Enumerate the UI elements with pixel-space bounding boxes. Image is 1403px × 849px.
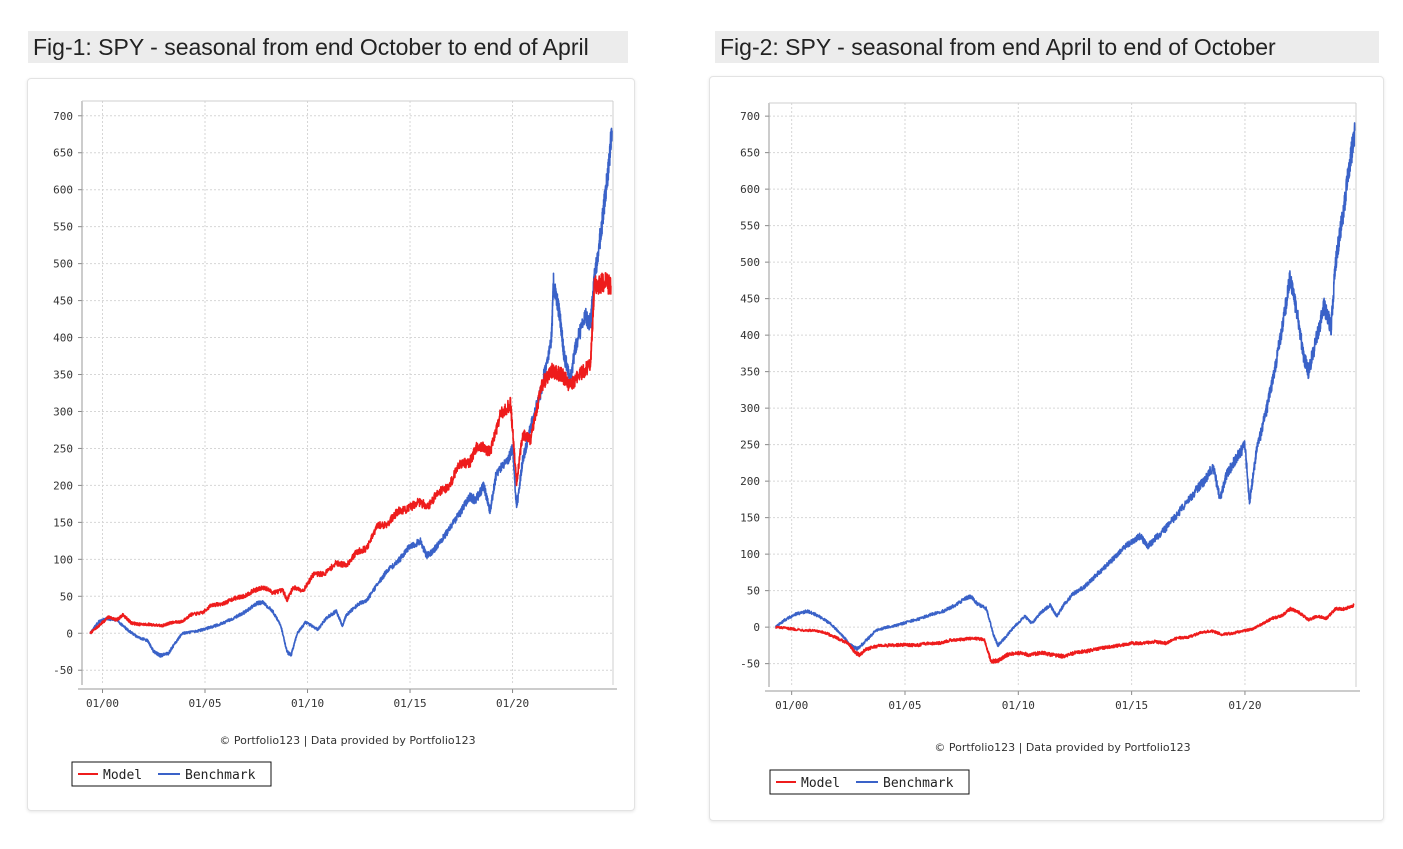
y-tick-label: 550 <box>53 221 73 234</box>
y-tick-label: 600 <box>53 184 73 197</box>
x-tick-label: 01/20 <box>496 697 529 710</box>
y-tick-label: 450 <box>53 295 73 308</box>
y-tick-label: 700 <box>53 110 73 123</box>
plot-area <box>82 101 613 685</box>
y-tick-label: 500 <box>740 256 760 269</box>
y-tick-label: 450 <box>740 293 760 306</box>
x-tick-label: 01/20 <box>1228 699 1261 712</box>
y-tick-label: 700 <box>740 110 760 123</box>
figure-2-card: 700 650 600 550 500 450 400 350 300 250 200 150 100 5… <box>709 76 1384 821</box>
y-tick-label: 250 <box>740 439 760 452</box>
x-tick-label: 01/00 <box>86 697 119 710</box>
x-tick-label: 01/10 <box>291 697 324 710</box>
y-tick-label: 100 <box>53 553 73 566</box>
y-tick-label: 200 <box>740 475 760 488</box>
figure-2-title: Fig-2: SPY - seasonal from end April to … <box>715 31 1379 63</box>
y-tick-label: 650 <box>53 147 73 160</box>
chart-credit: © Portfolio123 | Data provided by Portfo… <box>934 741 1190 754</box>
y-tick-label: 300 <box>740 402 760 415</box>
legend-label-model: Model <box>103 768 142 783</box>
legend-label-model: Model <box>801 776 840 791</box>
y-tick-label: 200 <box>53 479 73 492</box>
y-tick-label: 150 <box>53 516 73 529</box>
figure-2-chart: 7006506005505004504003503002502001501005… <box>740 102 1360 795</box>
series-line-model <box>89 272 612 635</box>
y-tick-label: 350 <box>740 366 760 379</box>
y-tick-label: 150 <box>740 512 760 525</box>
x-tick-label: 01/00 <box>775 699 808 712</box>
figure-1-title: Fig-1: SPY - seasonal from end October t… <box>28 31 628 63</box>
y-tick-label: 300 <box>53 405 73 418</box>
legend-label-benchmark: Benchmark <box>883 776 954 791</box>
y-tick-label: -50 <box>53 664 73 677</box>
x-tick-label: 01/10 <box>1002 699 1035 712</box>
y-tick-label: 50 <box>60 590 73 603</box>
x-tick-label: 01/15 <box>393 697 426 710</box>
series-line-model <box>775 603 1355 664</box>
y-tick-label: 0 <box>66 627 73 640</box>
y-tick-label: 650 <box>740 147 760 160</box>
y-tick-label: -50 <box>740 658 760 671</box>
y-tick-label: 400 <box>53 332 73 345</box>
y-tick-label: 50 <box>747 585 760 598</box>
x-tick-label: 01/15 <box>1115 699 1148 712</box>
y-tick-label: 250 <box>53 442 73 455</box>
y-tick-label: 600 <box>740 183 760 196</box>
series-line-benchmark <box>775 122 1356 652</box>
legend-label-benchmark: Benchmark <box>185 768 256 783</box>
x-tick-label: 01/05 <box>188 697 221 710</box>
y-tick-label: 100 <box>740 548 760 561</box>
plot-area <box>769 103 1356 687</box>
y-tick-label: 400 <box>740 329 760 342</box>
y-tick-label: 0 <box>753 621 760 634</box>
y-tick-label: 500 <box>53 258 73 271</box>
y-tick-label: 550 <box>740 220 760 233</box>
legend-box <box>71 761 272 787</box>
y-tick-label: 350 <box>53 369 73 382</box>
x-tick-label: 01/05 <box>888 699 921 712</box>
chart-credit: © Portfolio123 | Data provided by Portfo… <box>219 734 475 747</box>
figure-1-chart: 7006506005505004504003503002502001501005… <box>53 100 617 787</box>
figure-1-card: 700 650 600 550 500 450 400 350 300 250 200 150 100 5… <box>27 78 635 811</box>
series-line-benchmark <box>89 127 613 658</box>
